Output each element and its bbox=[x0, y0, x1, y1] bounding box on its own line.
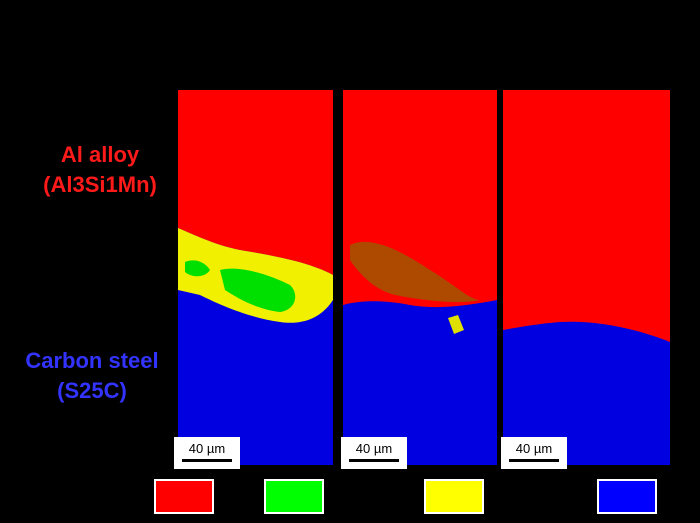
legend-swatch bbox=[264, 479, 324, 514]
scale-bar-label: 40 µm bbox=[356, 441, 392, 456]
scale-bar-label: 40 µm bbox=[189, 441, 225, 456]
bottom-material-composition: (S25C) bbox=[57, 378, 127, 403]
top-material-composition: (Al3Si1Mn) bbox=[43, 172, 157, 197]
scale-bar-box bbox=[341, 437, 407, 469]
scale-bar bbox=[182, 459, 232, 462]
legend-swatch bbox=[154, 479, 214, 514]
scale-bar-box bbox=[174, 437, 240, 469]
phase-map bbox=[178, 90, 333, 465]
legend-swatch bbox=[597, 479, 657, 514]
scale-bar bbox=[509, 459, 559, 462]
legend-swatch bbox=[424, 479, 484, 514]
scale-bar-label: 40 µm bbox=[516, 441, 552, 456]
phase-map bbox=[503, 90, 670, 465]
bottom-material-name: Carbon steel bbox=[25, 348, 158, 373]
scale-bar-box bbox=[501, 437, 567, 469]
phase-map bbox=[343, 90, 497, 465]
top-material-name: Al alloy bbox=[61, 142, 140, 167]
scale-bar bbox=[349, 459, 399, 462]
